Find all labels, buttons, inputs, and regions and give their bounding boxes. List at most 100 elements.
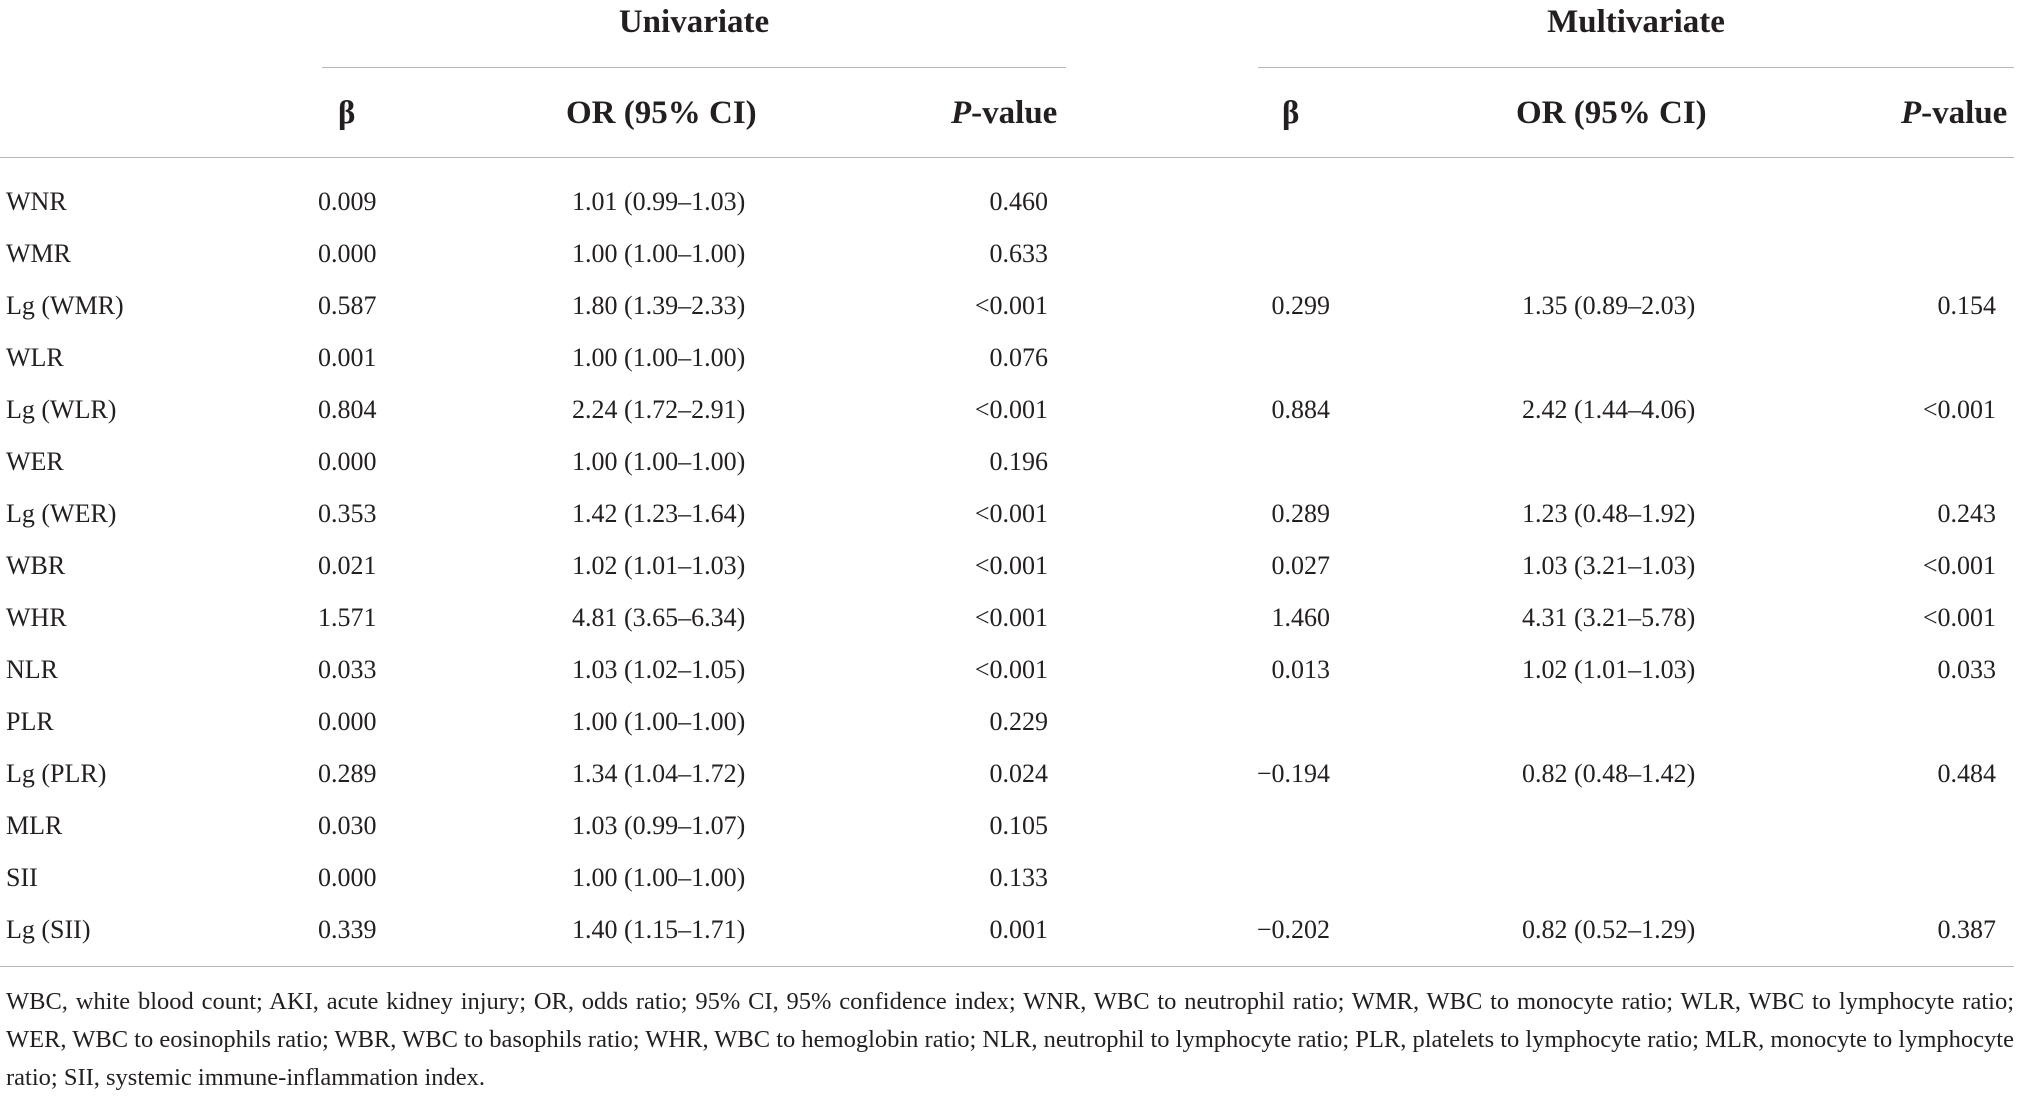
- multivariate-or-cell: 0.82 (0.48–1.42): [1522, 759, 1696, 788]
- multivariate-or-cell: 1.02 (1.01–1.03): [1522, 655, 1696, 684]
- multivariate-or-cell: 1.23 (0.48–1.92): [1522, 499, 1696, 528]
- univariate-or-cell: 1.03 (0.99–1.07): [572, 811, 746, 840]
- row-label: PLR: [6, 707, 54, 736]
- univariate-header: Univariate: [618, 4, 770, 40]
- univariate-beta-cell: 0.001: [318, 343, 377, 372]
- univariate-beta-cell: 0.587: [318, 291, 377, 320]
- row-label: WLR: [6, 343, 64, 372]
- univariate-beta-cell: 0.009: [318, 187, 377, 216]
- multivariate-or-cell: 2.42 (1.44–4.06): [1522, 395, 1696, 424]
- row-label: WHR: [6, 603, 67, 632]
- univariate-beta-header: β: [338, 95, 356, 131]
- row-label: Lg (WER): [6, 499, 117, 528]
- univariate-p-cell: 0.460: [989, 187, 1049, 216]
- univariate-beta-cell: 1.571: [318, 603, 377, 632]
- univariate-beta-cell: 0.000: [318, 863, 377, 892]
- univariate-p-cell: <0.001: [974, 603, 1048, 632]
- univariate-beta-cell: 0.339: [318, 915, 377, 944]
- univariate-p-cell: <0.001: [974, 551, 1048, 580]
- univariate-beta-cell: 0.289: [318, 759, 377, 788]
- univariate-beta-cell: 0.000: [318, 239, 377, 268]
- univariate-or-cell: 1.02 (1.01–1.03): [572, 551, 746, 580]
- univariate-beta-cell: 0.033: [318, 655, 377, 684]
- univariate-p-cell: 0.633: [989, 239, 1049, 268]
- univariate-beta-cell: 0.000: [318, 447, 377, 476]
- univariate-beta-cell: 0.353: [318, 499, 377, 528]
- p-italic: P: [1901, 95, 1922, 131]
- univariate-p-cell: 0.001: [989, 915, 1049, 944]
- multivariate-beta-cell: 0.884: [1271, 395, 1331, 424]
- univariate-beta-cell: 0.030: [318, 811, 377, 840]
- univariate-p-cell: <0.001: [974, 655, 1048, 684]
- multivariate-beta-cell: 0.299: [1271, 291, 1331, 320]
- univariate-or-cell: 4.81 (3.65–6.34): [572, 603, 746, 632]
- univariate-rule: [322, 67, 1066, 68]
- header-rule: [0, 157, 2014, 158]
- multivariate-beta-cell: −0.194: [1256, 759, 1330, 788]
- multivariate-or-cell: 1.03 (3.21–1.03): [1522, 551, 1696, 580]
- multivariate-p-header: P-value: [1901, 88, 2007, 138]
- row-label: Lg (WMR): [6, 291, 124, 320]
- p-rest: -value: [1921, 95, 2008, 131]
- univariate-or-cell: 1.40 (1.15–1.71): [572, 915, 746, 944]
- univariate-beta-cell: 0.000: [318, 707, 377, 736]
- univariate-p-cell: 0.196: [989, 447, 1049, 476]
- multivariate-or-cell: 4.31 (3.21–5.78): [1522, 603, 1696, 632]
- multivariate-rule: [1258, 67, 2014, 68]
- univariate-or-cell: 2.24 (1.72–2.91): [572, 395, 746, 424]
- multivariate-or-cell: 0.82 (0.52–1.29): [1522, 915, 1696, 944]
- univariate-p-cell: <0.001: [974, 395, 1048, 424]
- multivariate-p-cell: <0.001: [1922, 603, 1996, 632]
- univariate-p-cell: 0.133: [989, 863, 1049, 892]
- multivariate-beta-cell: 0.289: [1271, 499, 1331, 528]
- univariate-or-header: OR (95% CI): [566, 95, 757, 131]
- multivariate-p-cell: 0.033: [1937, 655, 1997, 684]
- univariate-beta-cell: 0.021: [318, 551, 377, 580]
- univariate-or-cell: 1.01 (0.99–1.03): [572, 187, 746, 216]
- multivariate-p-cell: 0.484: [1937, 759, 1997, 788]
- univariate-or-cell: 1.00 (1.00–1.00): [572, 707, 746, 736]
- multivariate-beta-header: β: [1282, 95, 1300, 131]
- row-label: WMR: [6, 239, 71, 268]
- row-label: SII: [6, 863, 38, 892]
- univariate-beta-cell: 0.804: [318, 395, 377, 424]
- univariate-or-cell: 1.00 (1.00–1.00): [572, 447, 746, 476]
- multivariate-or-header: OR (95% CI): [1516, 95, 1707, 131]
- multivariate-beta-cell: −0.202: [1256, 915, 1330, 944]
- univariate-p-cell: 0.024: [989, 759, 1049, 788]
- table-footnote: WBC, white blood count; AKI, acute kidne…: [6, 988, 2014, 1091]
- row-label: Lg (SII): [6, 915, 91, 944]
- row-label: NLR: [6, 655, 58, 684]
- p-italic: P: [951, 95, 972, 131]
- row-label: WER: [6, 447, 64, 476]
- univariate-p-cell: 0.105: [989, 811, 1049, 840]
- univariate-or-cell: 1.42 (1.23–1.64): [572, 499, 746, 528]
- univariate-p-cell: 0.076: [989, 343, 1049, 372]
- univariate-or-cell: 1.00 (1.00–1.00): [572, 343, 746, 372]
- multivariate-or-cell: 1.35 (0.89–2.03): [1522, 291, 1696, 320]
- row-label: Lg (PLR): [6, 759, 107, 788]
- univariate-or-cell: 1.34 (1.04–1.72): [572, 759, 746, 788]
- univariate-or-cell: 1.03 (1.02–1.05): [572, 655, 746, 684]
- univariate-p-header: P-value: [951, 88, 1057, 138]
- univariate-or-cell: 1.80 (1.39–2.33): [572, 291, 746, 320]
- univariate-or-cell: 1.00 (1.00–1.00): [572, 239, 746, 268]
- multivariate-p-cell: 0.243: [1937, 499, 1997, 528]
- univariate-p-cell: <0.001: [974, 499, 1048, 528]
- multivariate-p-cell: 0.387: [1937, 915, 1997, 944]
- row-label: Lg (WLR): [6, 395, 117, 424]
- univariate-or-cell: 1.00 (1.00–1.00): [572, 863, 746, 892]
- multivariate-p-cell: 0.154: [1937, 291, 1997, 320]
- multivariate-header: Multivariate: [1547, 4, 1725, 40]
- row-label: MLR: [6, 811, 63, 840]
- multivariate-p-cell: <0.001: [1922, 395, 1996, 424]
- row-label: WBR: [6, 551, 66, 580]
- row-label: WNR: [6, 187, 67, 216]
- multivariate-beta-cell: 1.460: [1271, 603, 1331, 632]
- multivariate-p-cell: <0.001: [1922, 551, 1996, 580]
- multivariate-beta-cell: 0.013: [1271, 655, 1331, 684]
- table-bottom-rule: [0, 966, 2014, 967]
- multivariate-beta-cell: 0.027: [1271, 551, 1331, 580]
- p-rest: -value: [971, 95, 1058, 131]
